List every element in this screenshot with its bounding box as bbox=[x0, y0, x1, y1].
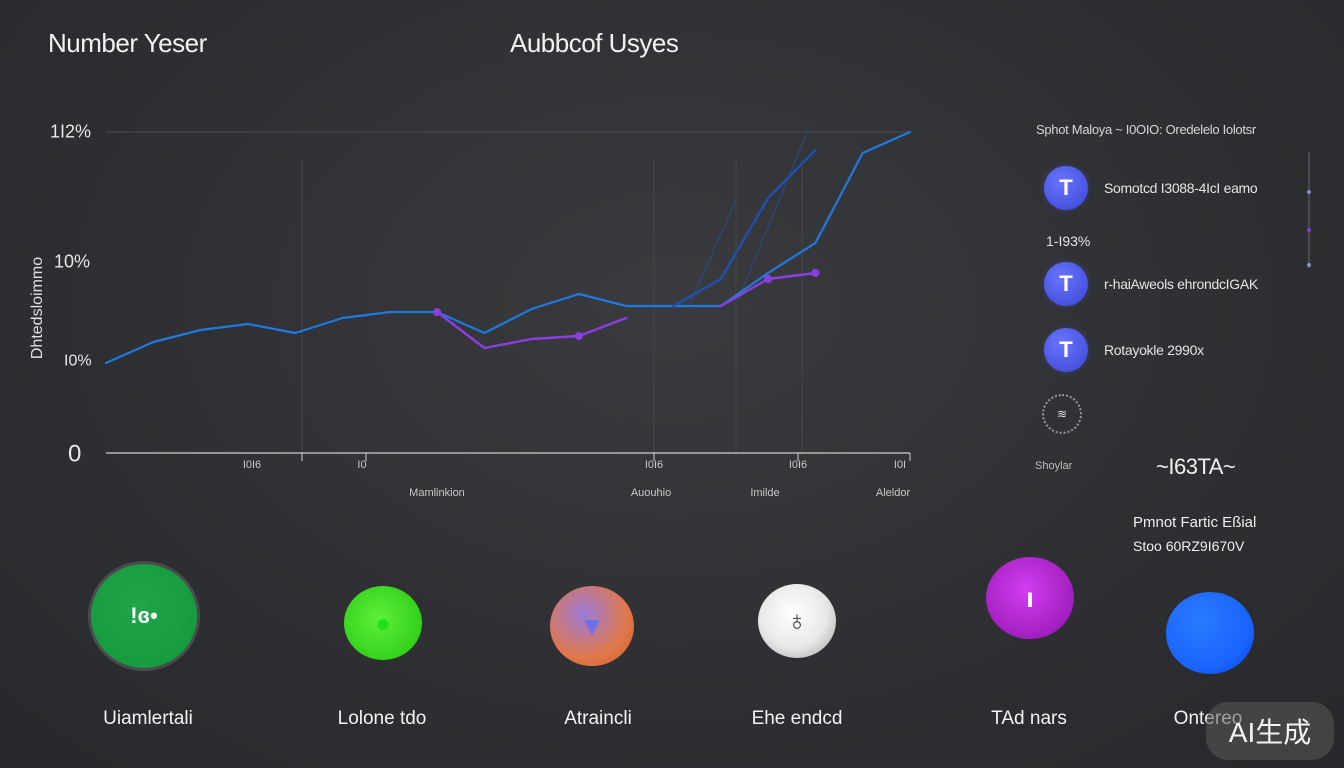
series-line-3 bbox=[672, 148, 817, 308]
scroll-dot[interactable] bbox=[1307, 228, 1311, 232]
panel-note: Pmnot Fartic Eßial bbox=[1133, 514, 1257, 531]
x-category-label: Aleldor bbox=[876, 487, 911, 499]
x-category-label: Auouhio bbox=[631, 487, 671, 499]
data-point bbox=[574, 332, 583, 340]
x-tick-label: I0I6 bbox=[789, 459, 807, 471]
y-tick-label: 1I2% bbox=[50, 121, 91, 141]
app-icon-orange[interactable]: ▼ bbox=[550, 586, 634, 666]
chart-title: Aubbcof Usyes bbox=[510, 28, 679, 58]
app-icon-blue[interactable] bbox=[1166, 592, 1254, 674]
t-letter-icon: T bbox=[1044, 166, 1088, 210]
loading-spinner-icon: ≋ bbox=[1042, 394, 1082, 434]
pin-icon: ♁ bbox=[786, 605, 808, 636]
ghost-trend-line bbox=[689, 199, 737, 305]
y-tick-label: I0% bbox=[64, 353, 92, 370]
data-point bbox=[811, 269, 820, 277]
app-icon-lime[interactable]: ● bbox=[344, 586, 422, 660]
line-chart: 0 I0% 10% 1I2% Dhtedsloimmo I0I6 I0 I0I6 I0I6 I0I… bbox=[29, 121, 912, 499]
panel-item-label: Rotayokle 2990x bbox=[1104, 342, 1204, 358]
app-label: Atraincli bbox=[564, 708, 632, 729]
app-icon-magenta[interactable]: ı bbox=[986, 557, 1074, 639]
panel-small-label: Shoylar bbox=[1035, 460, 1073, 472]
panel-code: ~I63TA~ bbox=[1156, 454, 1236, 479]
t-letter-icon: T bbox=[1044, 328, 1088, 372]
app-icon-white[interactable]: ♁ bbox=[758, 584, 836, 658]
x-tick-label: I0I6 bbox=[243, 459, 261, 471]
panel-item-1[interactable]: T Somotcd I3088-4IcI eamo bbox=[1044, 166, 1258, 210]
watermark-badge: AI生成 bbox=[1206, 702, 1334, 760]
page-title: Number Yeser bbox=[48, 28, 207, 58]
x-category-label: Mamlinkion bbox=[409, 487, 465, 499]
app-label: TAd nars bbox=[991, 708, 1067, 729]
y-axis-label: Dhtedsloimmo bbox=[29, 257, 46, 359]
record-dot-icon: ● bbox=[375, 607, 391, 638]
t-letter-icon: T bbox=[1044, 262, 1088, 306]
x-tick-label: I0I bbox=[894, 459, 906, 471]
panel-item-2[interactable]: T r-haiAweols ehrondcIGAK bbox=[1044, 262, 1258, 306]
x-category-label: Imilde bbox=[750, 487, 779, 499]
panel-item-label: r-haiAweols ehrondcIGAK bbox=[1104, 276, 1258, 292]
scroll-dot[interactable] bbox=[1307, 190, 1311, 194]
y-tick-label: 10% bbox=[54, 251, 90, 271]
app-icon-green[interactable]: !ɞ• bbox=[88, 561, 200, 671]
app-label: Lolone tdo bbox=[337, 708, 427, 729]
triangle-down-icon: ▼ bbox=[579, 610, 605, 641]
panel-item-label: Somotcd I3088-4IcI eamo bbox=[1104, 180, 1258, 196]
data-point bbox=[764, 275, 773, 283]
panel-note: Stoo 60RZ9I670V bbox=[1133, 538, 1245, 554]
panel-header: Sphot Maloya ~ I0OIO: Oredelelo Iolotsr bbox=[1036, 122, 1256, 137]
data-point bbox=[433, 308, 442, 316]
x-tick-label: I0I6 bbox=[645, 459, 663, 471]
x-tick-label: I0 bbox=[357, 459, 366, 471]
series-line-1 bbox=[104, 130, 912, 365]
panel-stat: 1-I93% bbox=[1046, 233, 1091, 249]
panel-item-3[interactable]: T Rotayokle 2990x bbox=[1044, 328, 1204, 372]
ghost-trend-line bbox=[737, 129, 809, 301]
scroll-dot[interactable] bbox=[1307, 263, 1311, 267]
y-tick-label: 0 bbox=[68, 440, 81, 467]
app-label: Uiamlertali bbox=[103, 708, 193, 729]
panel-scrollbar[interactable] bbox=[1308, 152, 1310, 268]
series-line-2 bbox=[435, 271, 817, 350]
app-label: Ehe endcd bbox=[751, 708, 843, 729]
app-glyph-icon: !ɞ• bbox=[130, 603, 158, 628]
bar-icon: ı bbox=[1026, 582, 1034, 613]
